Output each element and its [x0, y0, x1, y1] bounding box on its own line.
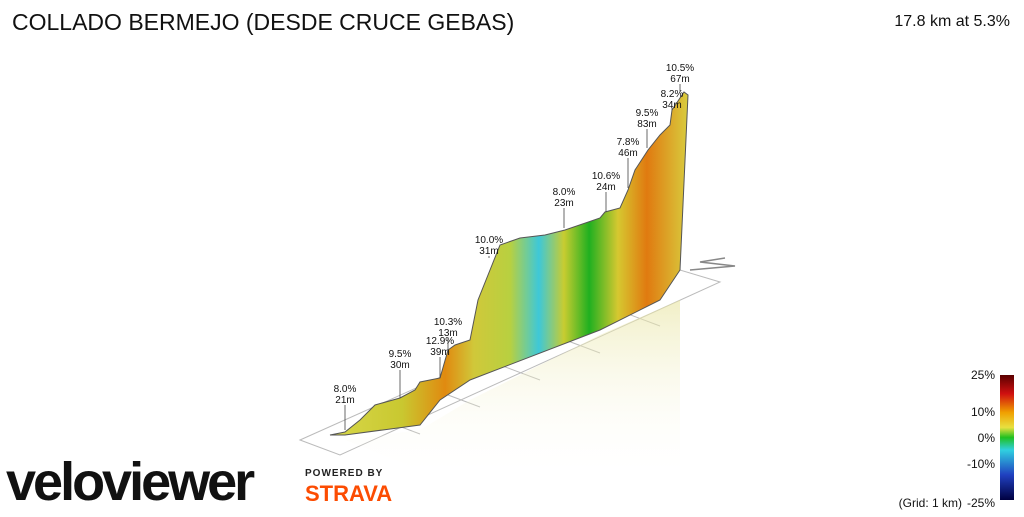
powered-by: POWERED BY [305, 468, 383, 479]
annotation-grade: 8.0% [553, 187, 576, 198]
annotation-length: 21m [335, 395, 354, 406]
strava: STRAVA [305, 481, 392, 506]
annotation-length: 83m [637, 119, 656, 130]
color-scale [1000, 375, 1014, 500]
annotation-length: 46m [618, 148, 637, 159]
north-arrow [689, 257, 736, 271]
annotation-grade: 9.5% [389, 349, 412, 360]
summary: 17.8 km at 5.3% [894, 13, 1010, 30]
annotation-grade: 7.8% [617, 137, 640, 148]
annotation-grade: 8.0% [334, 384, 357, 395]
annotation-length: 34m [662, 100, 681, 111]
annotation-grade: 10.6% [592, 171, 620, 182]
scale-label: -10% [967, 457, 995, 471]
scale-label: 0% [978, 431, 996, 445]
annotation-length: 39m [430, 347, 449, 358]
scale-label: -25% [967, 496, 995, 510]
title: COLLADO BERMEJO (DESDE CRUCE GEBAS) [12, 9, 514, 35]
annotation-grade: 10.5% [666, 63, 694, 74]
annotation-grade: 9.5% [636, 108, 659, 119]
annotation-length: 67m [670, 74, 689, 85]
logo: veloviewer [6, 452, 255, 512]
annotation-grade: 12.9% [426, 336, 454, 347]
grid-note: (Grid: 1 km) [899, 496, 962, 510]
scale-label: 10% [971, 405, 995, 419]
annotation-grade: 10.3% [434, 317, 462, 328]
annotation-length: 31m [479, 246, 498, 257]
annotation-grade: 8.2% [661, 89, 684, 100]
annotation-grade: 10.0% [475, 235, 503, 246]
annotation-length: 13m [438, 328, 457, 339]
annotation-length: 23m [554, 198, 573, 209]
annotation-length: 24m [596, 182, 615, 193]
scale-label: 25% [971, 368, 995, 382]
annotation-length: 30m [390, 360, 409, 371]
profile-reflection [345, 300, 680, 480]
elevation-profile [329, 91, 689, 436]
